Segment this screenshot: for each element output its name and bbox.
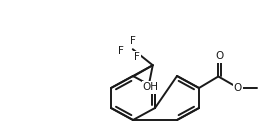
Text: O: O <box>215 51 223 62</box>
Text: OH: OH <box>143 82 159 92</box>
Text: O: O <box>234 83 242 93</box>
Text: N: N <box>151 83 159 93</box>
Text: F: F <box>130 36 136 46</box>
Text: F: F <box>134 52 140 62</box>
Text: F: F <box>118 46 124 56</box>
